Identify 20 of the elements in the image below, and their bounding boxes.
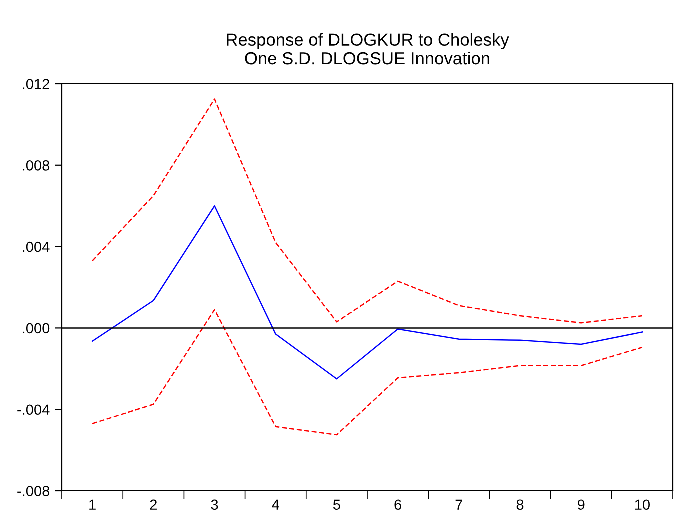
x-tick-label: 7	[456, 500, 462, 510]
y-tick-label: .000	[23, 323, 50, 334]
x-tick-label: 2	[150, 500, 157, 510]
line-series	[92, 205, 644, 380]
y-tick-label: -.004	[18, 404, 50, 416]
x-tick-label: 10	[635, 500, 650, 510]
line-series	[92, 309, 644, 436]
x-tick-label: 3	[211, 500, 218, 510]
line-series	[92, 98, 644, 324]
x-tick-label: 8	[516, 500, 524, 510]
x-tick-label: 9	[578, 500, 585, 510]
x-tick-label: 6	[394, 500, 402, 510]
y-tick-label: .008	[23, 160, 50, 171]
y-tick-label: .012	[23, 79, 50, 90]
x-tick-label: 5	[333, 500, 340, 510]
x-tick-label: 1	[90, 500, 96, 510]
chart-title: Response of DLOGKUR to Cholesky One S.D. DLOGSUE Innovation	[227, 33, 510, 65]
x-tick-label: 4	[272, 500, 280, 510]
y-tick-label: -.008	[18, 486, 50, 496]
y-tick-label: .004	[23, 242, 50, 252]
